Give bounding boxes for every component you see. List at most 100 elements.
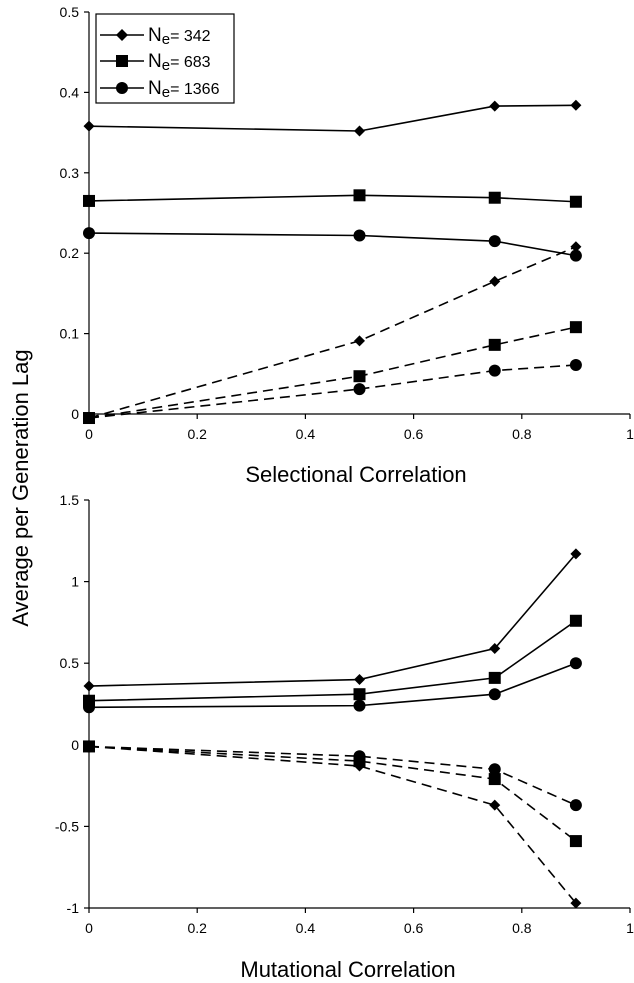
legend-entry-3-subscript: e xyxy=(162,84,170,101)
top-plot-area: 0 0.1 0.2 0.3 0.4 0.5 0 0.2 0.4 0.6 0.8 1 xyxy=(60,4,634,442)
top-series-1-diamond-solid-line xyxy=(88,104,576,132)
bottom-y-tick-label: 1.5 xyxy=(60,492,80,508)
top-x-tick-label: 0.8 xyxy=(512,426,532,442)
top-series-2-square-solid-point-3-square xyxy=(488,191,501,204)
bottom-series-5-square-dashed-point-3-square xyxy=(488,773,501,786)
bottom-series-1-diamond-solid-point-3-diamond xyxy=(489,643,501,655)
top-x-tick-label: 1 xyxy=(626,426,634,442)
top-x-tick-label: 0.4 xyxy=(296,426,316,442)
bottom-panel: -1 -0.5 0 0.5 1 1.5 0 0.2 0.4 0.6 0.8 1 Mutational … xyxy=(55,492,634,982)
bottom-x-axis-title: Mutational Correlation xyxy=(240,957,455,982)
legend-entry-2: Ne= 683 xyxy=(100,51,211,74)
bottom-series-3-circle-solid-point-3-circle xyxy=(488,688,501,701)
legend-entry-3-value: = 1366 xyxy=(170,81,219,98)
shared-y-axis-title: Average per Generation Lag xyxy=(8,349,33,626)
legend-entry-2-square-icon xyxy=(116,55,128,67)
top-series-4-diamond-dashed-point-3-diamond xyxy=(489,275,501,287)
legend-entry-1: Ne= 342 xyxy=(100,25,211,48)
legend-entry-3: Ne= 1366 xyxy=(100,78,220,101)
legend-entry-1-value: = 342 xyxy=(170,28,211,45)
top-series-1-diamond-solid-point-3-diamond xyxy=(489,100,501,112)
bottom-series-6-circle-dashed-line xyxy=(88,745,577,806)
bottom-series-3-circle-solid-point-4-circle xyxy=(569,657,582,670)
bottom-y-tick-label: 0 xyxy=(71,737,79,753)
top-series-4-diamond-dashed-point-4-diamond xyxy=(570,241,582,253)
bottom-x-tick-label: 0.6 xyxy=(404,920,424,936)
top-series-3-circle-solid-point-1-circle xyxy=(83,227,95,240)
legend-entry-2-label: Ne= 683 xyxy=(148,51,211,74)
bottom-series-6-circle-dashed-point-2-circle xyxy=(353,750,366,763)
legend-entry-1-label: Ne= 342 xyxy=(148,25,211,48)
top-series-6-circle-dashed-point-2-circle xyxy=(353,383,366,396)
top-series-2-square-solid-line xyxy=(88,194,576,203)
top-series-2-square-solid-point-2-square xyxy=(353,189,366,202)
top-series-3-circle-solid-point-2-circle xyxy=(353,229,366,242)
legend-entry-3-symbol: N xyxy=(148,78,162,99)
top-y-tick-label: 0.2 xyxy=(60,245,80,261)
bottom-series-3-circle-solid-point-2-circle xyxy=(353,699,366,712)
bottom-series-3-circle-solid-line xyxy=(88,662,577,709)
top-series-1-diamond-solid-point-4-diamond xyxy=(570,99,582,111)
bottom-x-tick-label: 0.2 xyxy=(187,920,207,936)
bottom-series-2-square-solid-point-4-square xyxy=(569,614,582,627)
top-x-axis-title: Selectional Correlation xyxy=(245,462,466,487)
top-y-tick-label: 0 xyxy=(71,406,79,422)
top-series-6-circle-dashed-line xyxy=(88,364,576,419)
bottom-x-tick-label: 0.8 xyxy=(512,920,532,936)
legend-entry-2-value: = 683 xyxy=(170,54,211,71)
top-series-3-circle-solid-line xyxy=(88,232,577,257)
bottom-series-6-circle-dashed-point-4-circle xyxy=(569,799,582,812)
top-series-5-square-dashed-point-2-square xyxy=(353,370,366,383)
legend: Ne= 342 Ne= 683 Ne= 1366 xyxy=(95,13,235,104)
top-x-tick-label: 0 xyxy=(85,426,93,442)
legend-entry-2-subscript: e xyxy=(162,57,170,74)
top-series-6-circle-dashed-point-4-circle xyxy=(569,358,582,371)
top-series-3-circle-solid-point-3-circle xyxy=(488,235,501,248)
legend-entry-3-label: Ne= 1366 xyxy=(148,78,220,101)
bottom-series-4-diamond-dashed-point-4-diamond xyxy=(570,897,582,909)
legend-entry-1-symbol: N xyxy=(148,25,162,46)
bottom-series-1-diamond-solid-point-2-diamond xyxy=(354,674,365,686)
top-y-tick-label: 0.5 xyxy=(60,4,80,20)
top-series-5-square-dashed-point-4-square xyxy=(569,321,582,334)
legend-entry-2-symbol: N xyxy=(148,51,162,72)
bottom-series-2-square-solid-point-2-square xyxy=(353,688,366,701)
bottom-plot-area: -1 -0.5 0 0.5 1 1.5 0 0.2 0.4 0.6 0.8 1 xyxy=(55,492,634,936)
top-panel: 0 0.1 0.2 0.3 0.4 0.5 0 0.2 0.4 0.6 0.8 1 Selection… xyxy=(60,4,634,487)
bottom-series-6-circle-dashed-point-1-circle xyxy=(83,740,95,753)
top-series-5-square-dashed-point-3-square xyxy=(488,338,501,351)
top-series-1-diamond-solid-point-2-diamond xyxy=(354,125,365,137)
bottom-x-tick-label: 1 xyxy=(626,920,634,936)
top-series-6-circle-dashed-point-1-circle xyxy=(83,412,95,425)
top-series-4-diamond-dashed-line xyxy=(88,246,577,419)
bottom-series-5-square-dashed-point-4-square xyxy=(569,835,582,848)
top-x-tick-label: 0.6 xyxy=(404,426,424,442)
bottom-series-4-diamond-dashed-line xyxy=(88,745,577,904)
top-y-tick-label: 0.1 xyxy=(60,326,80,342)
top-series-5-square-dashed-line xyxy=(88,326,577,419)
top-series-2-square-solid-point-4-square xyxy=(569,195,582,208)
bottom-series-1-diamond-solid-point-4-diamond xyxy=(570,548,582,560)
top-series-2-square-solid-point-1-square xyxy=(83,194,95,207)
bottom-x-tick-label: 0 xyxy=(85,920,93,936)
bottom-series-1-diamond-solid-point-1-diamond xyxy=(83,680,95,692)
top-x-tick-label: 0.2 xyxy=(187,426,207,442)
top-series-3-circle-solid-point-4-circle xyxy=(569,249,582,262)
top-y-tick-label: 0.3 xyxy=(60,165,80,181)
bottom-series-2-square-solid-point-3-square xyxy=(488,671,501,684)
bottom-series-2-square-solid-line xyxy=(88,620,577,702)
bottom-series-5-square-dashed-line xyxy=(88,745,577,842)
bottom-series-6-circle-dashed-point-3-circle xyxy=(488,763,501,776)
bottom-y-tick-label: -0.5 xyxy=(55,818,79,834)
legend-entry-3-circle-icon xyxy=(116,82,128,94)
top-series-4-diamond-dashed-point-2-diamond xyxy=(354,335,365,347)
top-y-tick-label: 0.4 xyxy=(60,84,80,100)
bottom-y-tick-label: -1 xyxy=(67,900,80,916)
bottom-series-4-diamond-dashed-point-3-diamond xyxy=(489,799,501,811)
bottom-x-tick-label: 0.4 xyxy=(296,920,316,936)
legend-entry-1-subscript: e xyxy=(162,31,170,48)
top-series-1-diamond-solid-point-1-diamond xyxy=(83,120,95,132)
bottom-y-tick-label: 1 xyxy=(71,574,79,590)
bottom-series-3-circle-solid-point-1-circle xyxy=(83,701,95,714)
